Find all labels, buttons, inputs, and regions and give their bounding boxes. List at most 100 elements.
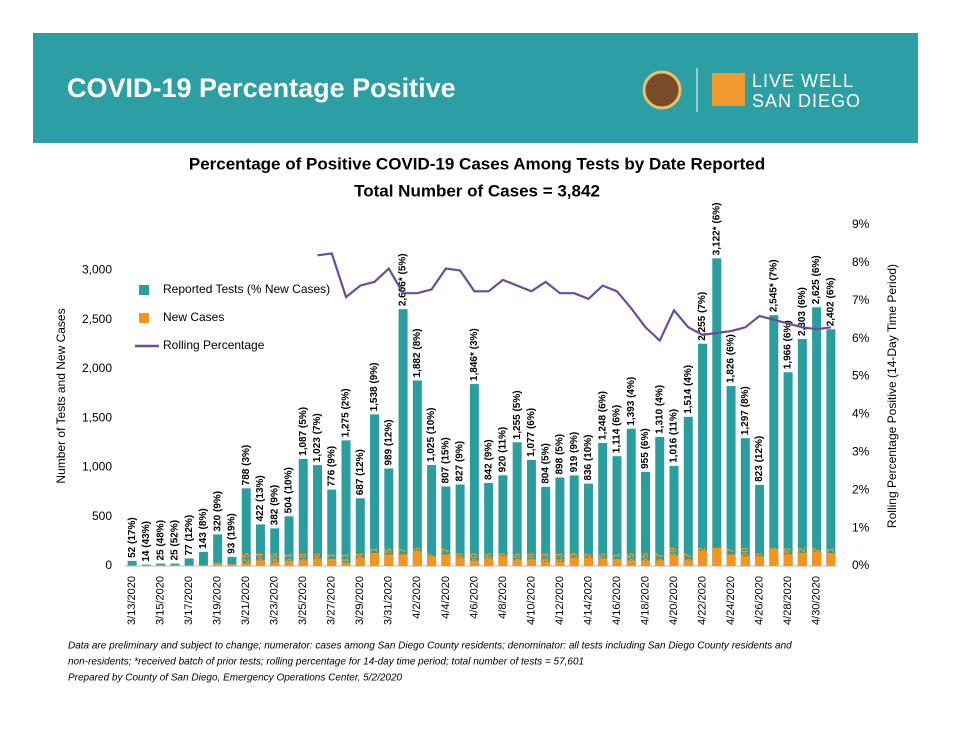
bar [683,560,693,566]
bar [484,558,494,566]
bar [327,559,337,566]
bar-label: 920 (11%) [498,427,509,473]
logo-text: LIVE WELL [752,71,854,91]
bar-label: 1,248 (6%) [597,391,608,440]
legend-label: Rolling Percentage [163,338,265,352]
bar [626,560,636,566]
bar-label: 1,966 (6%) [783,320,794,369]
bar [255,560,265,566]
bar [270,528,280,566]
bar [612,456,622,566]
bar [213,534,223,566]
x-tick-label: 3/31/2020 [383,576,395,625]
bar-label: 2,303 (6%) [797,287,808,336]
bar-label: 1,025 (10%) [426,407,437,461]
x-tick-label: 3/27/2020 [326,576,338,625]
y2-tick-label: 1% [852,520,870,534]
bar-label: 117 [398,547,409,564]
bar-label: 776 (9%) [326,446,337,487]
legend-label: Reported Tests (% New Cases) [163,282,330,296]
bar-label: 78 [455,552,466,564]
bar [298,560,308,566]
bar-label: 320 (9%) [212,491,223,532]
bar-label: 131 [369,547,380,564]
bar [384,468,394,566]
bar-label: 131 [826,547,837,564]
bar [512,442,522,566]
legend-swatch [139,313,149,323]
bar [127,565,137,566]
bar-label: 687 (12%) [355,449,366,495]
bar [669,465,679,566]
bar-label: 52 (17%) [127,517,138,558]
bar [198,551,208,566]
bar-label: 2,625 (6%) [811,255,822,304]
y2-tick-label: 3% [852,445,870,459]
bar [441,486,451,566]
bar-label: 77 (12%) [184,515,195,556]
bar [370,414,380,566]
bar-label: 1,538 (9%) [369,363,380,412]
x-tick-label: 4/24/2020 [725,576,737,625]
bar-label: 804 (5%) [540,443,551,484]
bar [398,554,408,566]
x-tick-label: 4/30/2020 [811,576,823,625]
bar [512,559,522,566]
y2-tick-label: 2% [852,482,870,496]
bar [184,558,194,566]
bar [141,565,151,566]
bar-label: 76 [483,552,494,564]
bar-label: 65 [512,552,523,564]
chart-title: Percentage of Positive COVID-19 Cases Am… [189,154,765,173]
bar-label: 2,255 (7%) [697,292,708,341]
bar-label: 82 [583,552,594,564]
x-tick-label: 4/2/2020 [411,576,423,619]
x-tick-label: 4/28/2020 [782,576,794,625]
bar-label: 132 [797,547,808,564]
bar-label: 183 [711,547,722,564]
footnote: Prepared by County of San Diego, Emergen… [68,673,403,684]
bar-label: 43 [540,552,551,564]
x-tick-label: 4/6/2020 [468,576,480,619]
y2-tick-label: 9% [852,217,870,231]
bar-label: 382 (9%) [269,485,280,526]
bar-label: 1,514 (4%) [683,365,694,414]
bar-label: 31 [341,552,352,564]
bar [313,465,323,566]
bar-label: 76 [312,552,323,564]
y2-axis-label: Rolling Percentage Positive (14-Day Time… [885,264,899,528]
bar-label: 1,882 (8%) [412,329,423,378]
bar [427,556,437,566]
bar-label: 504 (10%) [284,467,295,513]
rolling-line [317,252,832,343]
bar [569,475,579,566]
bar-label: 147 [811,547,822,564]
bar [598,443,608,566]
bar-label: 898 (5%) [555,434,566,475]
bar [412,551,422,566]
bar-label: 1,016 (11%) [669,409,680,463]
bar [227,556,237,566]
bar-label: 25 (48%) [155,520,166,561]
bar-label: 68 [526,552,537,564]
bar [812,307,822,566]
bar-label: 1,297 (8%) [740,386,751,435]
bar [698,343,708,566]
bar [241,488,251,566]
bar [812,551,822,566]
bar-label: 55 [640,552,651,564]
y-tick-label: 1,500 [82,410,112,424]
bar-label: 173 [768,547,779,564]
bar [341,562,351,566]
bar-label: 93 (19%) [227,513,238,554]
bar-label: 25 [241,552,252,564]
bar [284,560,294,566]
bar [598,558,608,566]
bar-label: 1,846* (3%) [469,328,480,381]
bar [469,384,479,566]
footnote: Data are preliminary and subject to chan… [68,641,792,652]
bar-label: 1,310 (4%) [654,385,665,434]
bar-label: 117 [726,547,737,564]
bar [526,559,536,566]
